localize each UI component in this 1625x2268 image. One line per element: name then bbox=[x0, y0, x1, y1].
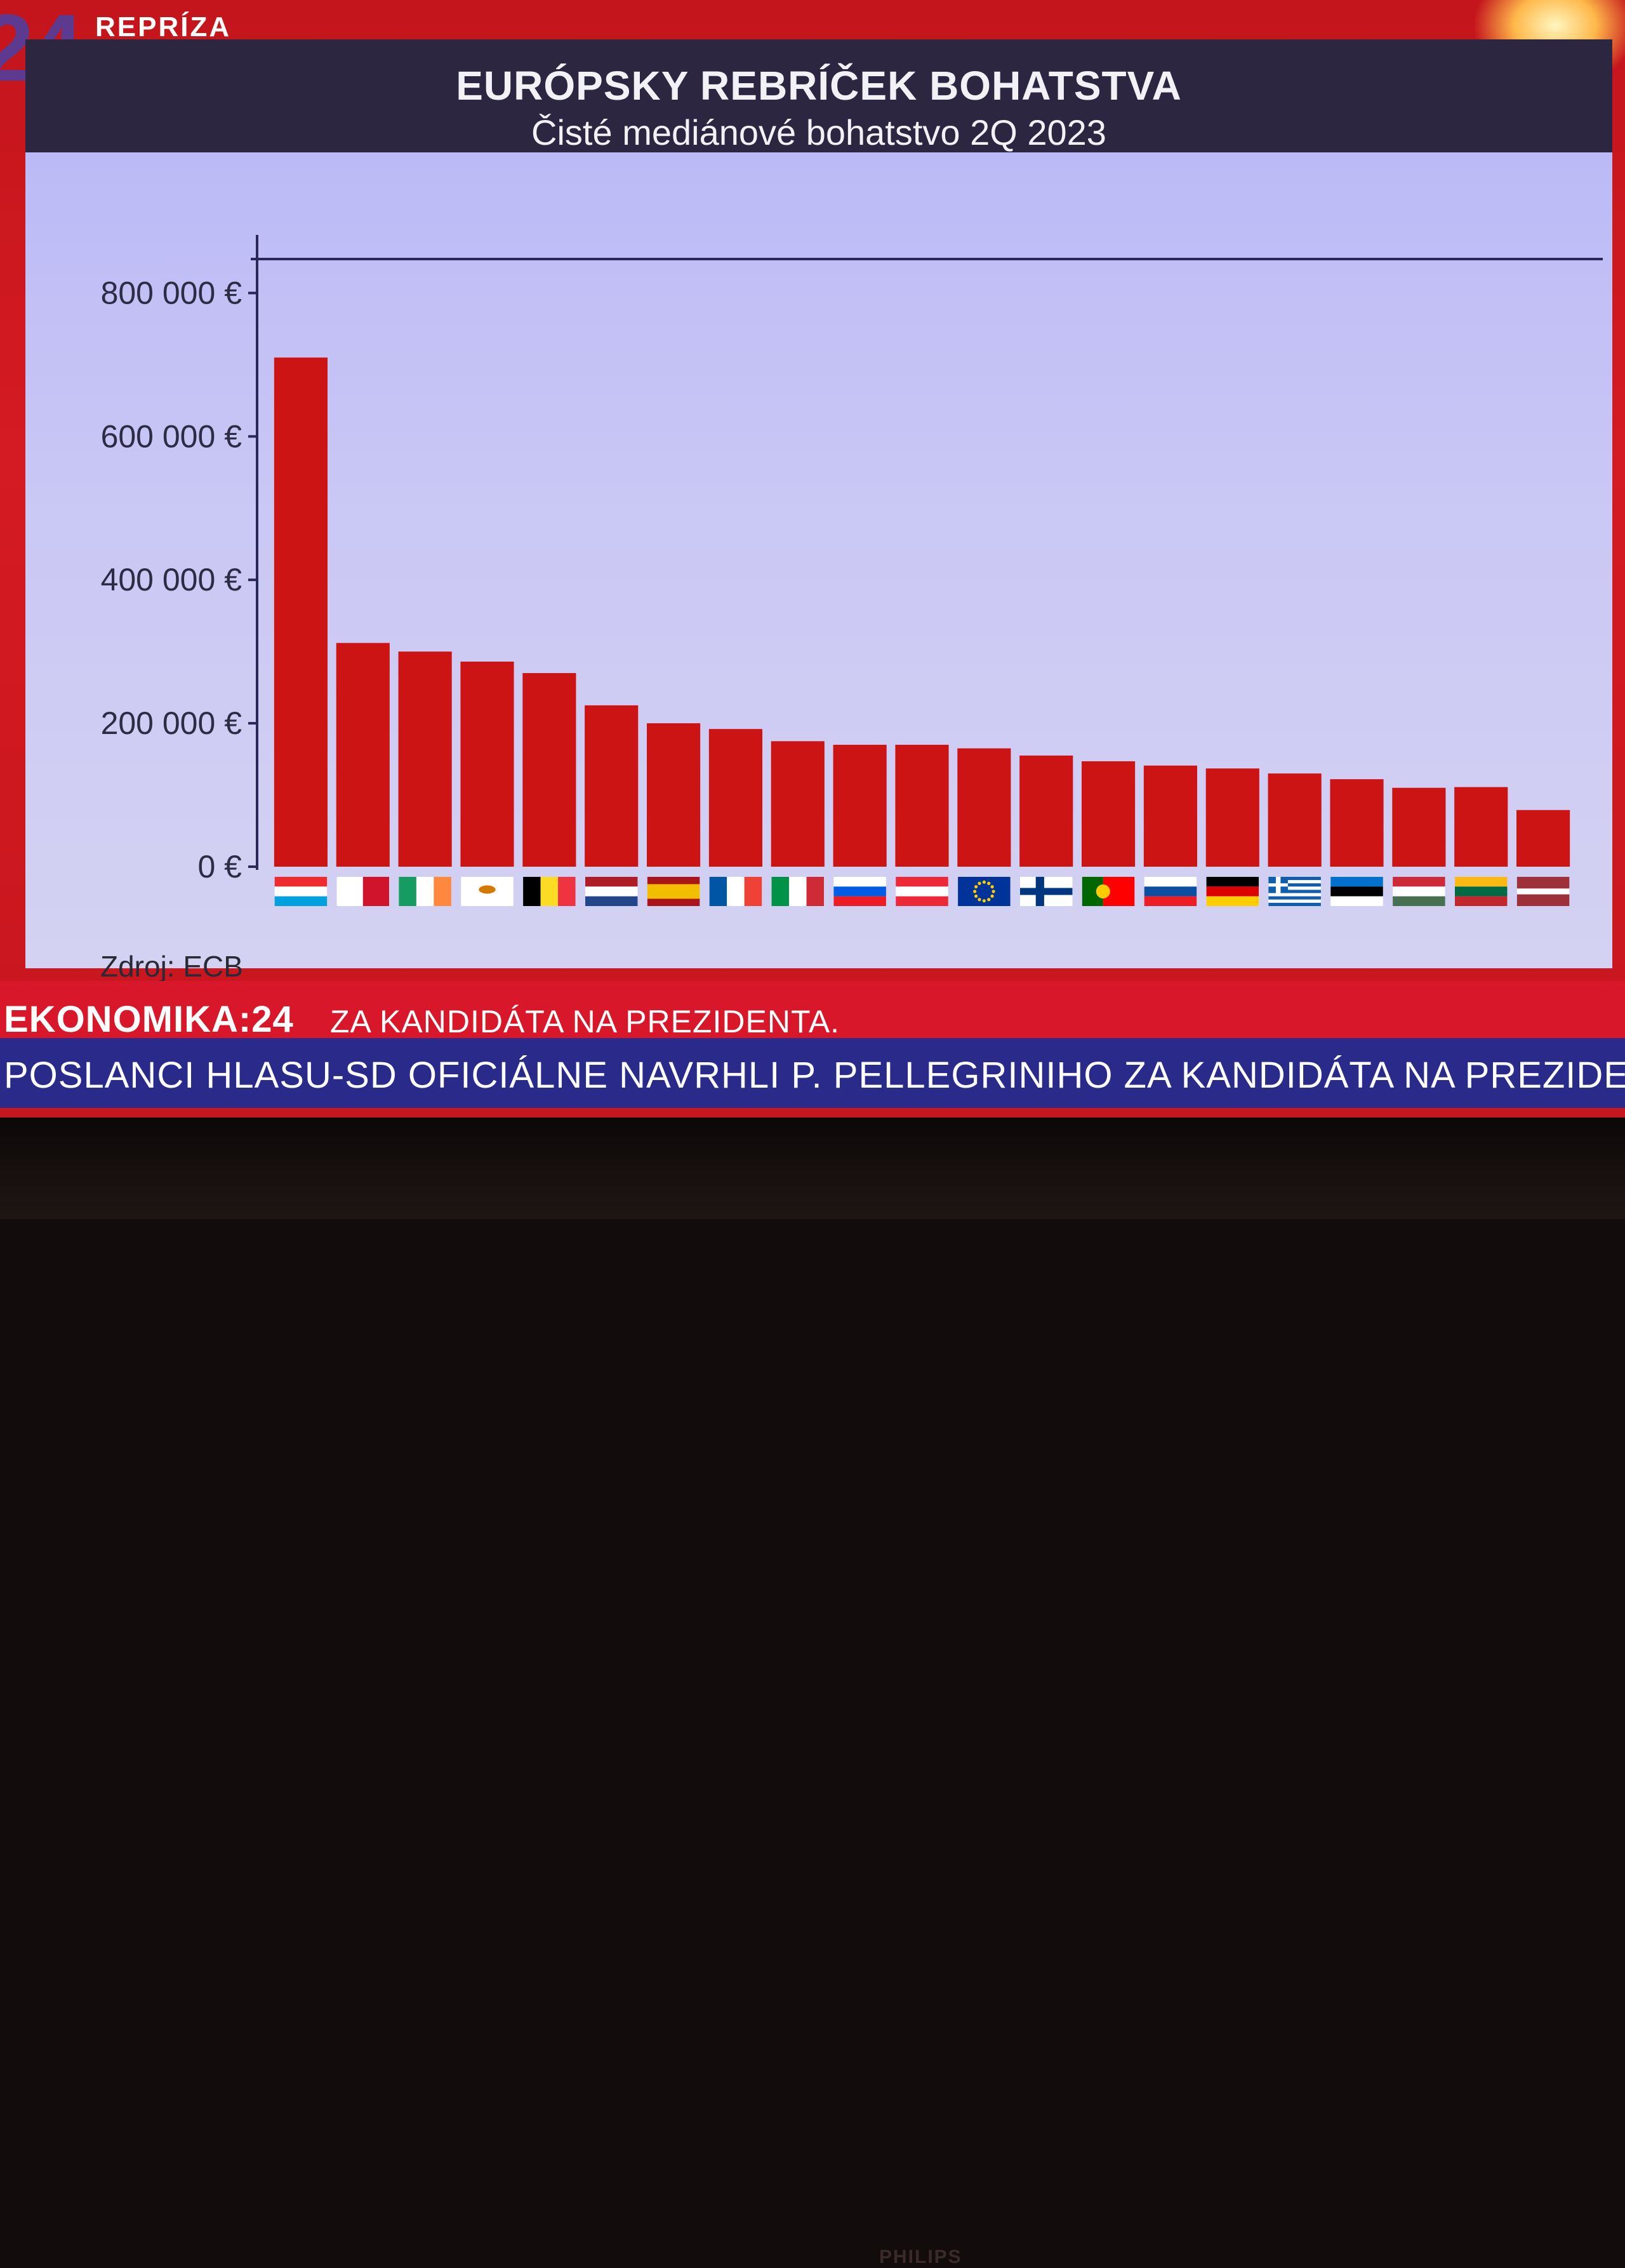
chart-header: EURÓPSKY REBRÍČEK BOHATSTVA Čisté medián… bbox=[25, 39, 1612, 152]
bar-si bbox=[833, 745, 887, 867]
slovenia-flag-icon bbox=[833, 877, 886, 906]
netherlands-flag-icon bbox=[585, 877, 638, 906]
bar-sk bbox=[1143, 765, 1198, 867]
ticker-section-label: EKONOMIKA:24 bbox=[4, 999, 294, 1040]
bar-ea bbox=[957, 748, 1011, 867]
bar-fr bbox=[708, 729, 763, 867]
chart-subtitle: Čisté mediánové bohatstvo 2Q 2023 bbox=[531, 112, 1106, 152]
estonia-flag-icon bbox=[1330, 877, 1383, 906]
bar-ee bbox=[1330, 779, 1384, 867]
y-tick-label: 200 000 € bbox=[101, 705, 242, 741]
ticker-bottom-band bbox=[0, 1038, 1625, 1108]
replay-label: REPRÍZA bbox=[95, 11, 232, 43]
hungary-flag-icon bbox=[1393, 877, 1445, 906]
chart-title: EURÓPSKY REBRÍČEK BOHATSTVA bbox=[456, 63, 1182, 109]
bar-mt bbox=[336, 643, 390, 867]
bar-gr bbox=[1268, 773, 1322, 867]
bar-it bbox=[771, 741, 825, 867]
bar-chart: 0 € 200 000 € 400 000 € 600 000 € 800 000 € bbox=[101, 235, 1603, 906]
bar-lv bbox=[1516, 810, 1570, 867]
ticker-headline: ZA KANDIDÁTA NA PREZIDENTA. bbox=[330, 1004, 840, 1039]
luxembourg-flag-icon bbox=[274, 877, 328, 906]
france-flag-icon bbox=[709, 877, 762, 906]
bar-cy bbox=[460, 661, 514, 867]
x-axis-flags bbox=[274, 877, 1570, 906]
bar-de bbox=[1205, 768, 1259, 867]
ticker-top-band bbox=[0, 981, 1625, 1038]
spain-flag-icon bbox=[647, 877, 700, 906]
y-tick-label: 0 € bbox=[197, 849, 242, 884]
y-tick-label: 400 000 € bbox=[101, 562, 242, 597]
ticker-crawl-text: POSLANCI HLASU-SD OFICIÁLNE NAVRHLI P. P… bbox=[4, 1055, 1625, 1096]
austria-flag-icon bbox=[896, 877, 948, 906]
portugal-flag-icon bbox=[1082, 877, 1135, 906]
bar-nl bbox=[585, 705, 639, 867]
tv-screen: 24 REPRÍZA EURÓPSKY REBRÍČEK BOHATSTVA Č… bbox=[0, 0, 1625, 1117]
bar-es bbox=[646, 723, 701, 867]
bar-ie bbox=[398, 651, 452, 867]
slovakia-flag-icon bbox=[1144, 877, 1197, 906]
source-note: Zdroj: ECB bbox=[100, 950, 243, 983]
bar-lt bbox=[1454, 787, 1508, 867]
bar-pt bbox=[1081, 761, 1136, 867]
cyprus-flag-icon bbox=[461, 877, 514, 906]
y-tick-label: 800 000 € bbox=[101, 275, 242, 310]
tv-bezel: PHILIPS bbox=[0, 1117, 1625, 2267]
bar-lu bbox=[274, 357, 328, 867]
chart-panel: 0 €200 000 €400 000 €600 000 €800 000 € … bbox=[25, 152, 1612, 983]
germany-flag-icon bbox=[1206, 877, 1259, 906]
bars bbox=[274, 357, 1570, 867]
malta-flag-icon bbox=[336, 877, 390, 906]
finland-flag-icon bbox=[1019, 877, 1073, 906]
greece-flag-icon bbox=[1268, 877, 1321, 906]
bar-be bbox=[522, 673, 576, 867]
italy-flag-icon bbox=[771, 877, 825, 906]
tv-brand-logo: PHILIPS bbox=[879, 2246, 962, 2267]
bar-hu bbox=[1392, 787, 1446, 867]
lithuania-flag-icon bbox=[1454, 877, 1508, 906]
y-tick-label: 600 000 € bbox=[101, 418, 242, 454]
bar-fi bbox=[1019, 755, 1073, 867]
belgium-flag-icon bbox=[523, 877, 576, 906]
ireland-flag-icon bbox=[399, 877, 451, 906]
bar-at bbox=[895, 745, 949, 867]
y-axis: 0 € 200 000 € 400 000 € 600 000 € 800 000 € bbox=[101, 235, 1603, 884]
latvia-flag-icon bbox=[1516, 877, 1570, 906]
eu-flag-icon bbox=[958, 877, 1011, 906]
